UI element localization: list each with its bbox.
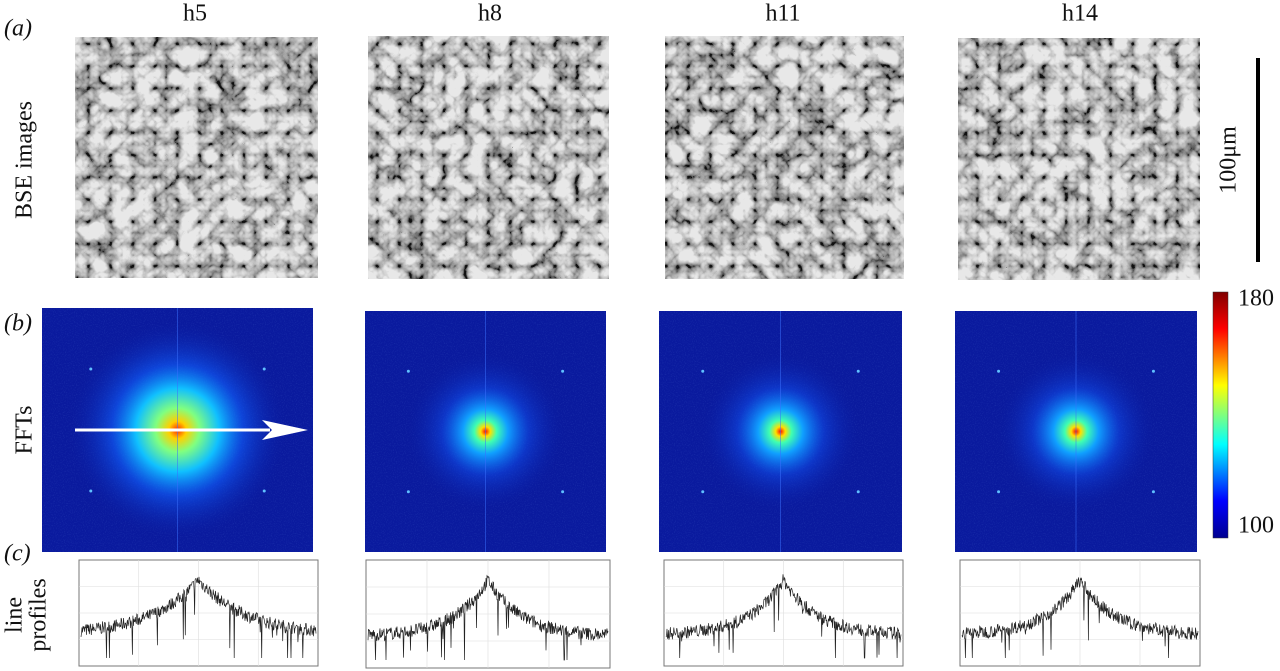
panel-label: (b) <box>4 311 32 337</box>
column-label: h8 <box>478 1 502 27</box>
colorbar <box>1212 291 1229 539</box>
profile-trace <box>961 577 1199 659</box>
fft-spot <box>89 367 93 371</box>
fft-spot <box>1151 369 1155 373</box>
column-label: h14 <box>1062 1 1098 27</box>
fft-spot <box>856 369 860 373</box>
panel-label: (a) <box>4 16 32 42</box>
row-label: line <box>2 597 28 633</box>
column-label: h11 <box>765 1 800 27</box>
fft-spot <box>262 489 266 493</box>
fft-spot <box>997 369 1001 373</box>
profile-trace <box>80 576 317 659</box>
scale-bar-label: 100μm <box>1216 126 1242 194</box>
bse-image <box>368 36 609 279</box>
fft-spot <box>1151 490 1155 494</box>
fft-spot <box>701 490 705 494</box>
bse-image <box>665 36 904 279</box>
fft-spot <box>997 490 1001 494</box>
bse-image <box>958 38 1200 280</box>
profile-arrowhead <box>262 420 308 440</box>
row-label: profiles <box>26 578 52 651</box>
fft-spot <box>262 367 266 371</box>
row-label: BSE images <box>12 101 38 219</box>
panel-label: (c) <box>4 541 31 567</box>
bse-image <box>75 37 318 278</box>
colorbar-max: 180 <box>1238 286 1274 312</box>
profile-trace <box>367 574 609 661</box>
fft-spot <box>561 490 565 494</box>
profile-trace <box>665 574 902 659</box>
column-label: h5 <box>183 1 207 27</box>
colorbar-min: 100 <box>1238 513 1274 539</box>
fft-spot <box>89 489 93 493</box>
fft-spot <box>701 369 705 373</box>
fft-spot <box>406 369 410 373</box>
fft-spot <box>406 490 410 494</box>
fft-spot <box>561 369 565 373</box>
fft-spot <box>856 490 860 494</box>
row-label: FFTs <box>12 405 38 454</box>
